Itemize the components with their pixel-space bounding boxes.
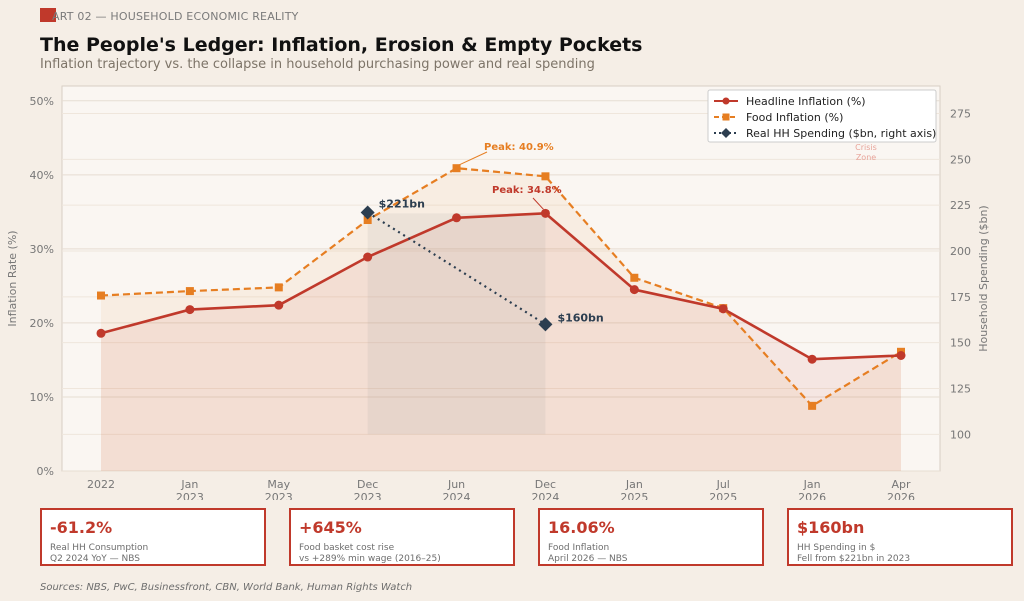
- legend-marker: [722, 97, 730, 105]
- x-tick-label: Apr 2026: [887, 478, 915, 500]
- spending-end-label: $160bn: [557, 311, 603, 324]
- headline-peak-arrow: [532, 197, 544, 210]
- y-tick-label: 30%: [30, 243, 54, 256]
- legend-box: [707, 89, 937, 143]
- x-tick-label: Jun 2024: [443, 478, 471, 500]
- stat-card-food-basket: +645% Food basket cost rise vs +289% min…: [289, 508, 515, 566]
- headline-point: [274, 300, 284, 310]
- x-tick-label: Dec 2024: [531, 478, 559, 500]
- food-point: [808, 401, 817, 410]
- stat-card-value: $160bn: [797, 518, 865, 537]
- y-tick-label: 0%: [37, 465, 54, 478]
- y-axis-title: Inflation Rate (%): [6, 230, 19, 326]
- stat-card-label: Real HH Consumption: [50, 543, 149, 553]
- stat-card-label: Food basket cost rise: [299, 543, 395, 553]
- legend-marker: [722, 113, 730, 121]
- crisis-zone-label: Crisis Zone: [855, 143, 877, 162]
- spending-line: [367, 211, 547, 326]
- stat-card-value: -61.2%: [50, 518, 113, 537]
- food-point: [97, 291, 105, 300]
- food-peak-arrow: [458, 151, 488, 166]
- legend-marker: [721, 128, 731, 138]
- headline-point: [896, 351, 906, 360]
- inflation-chart: 0% 10% 20% 30% 40% 50% 100 125 150 175 200 225 250 27…: [6, 85, 990, 500]
- page-subtitle: Inflation trajectory vs. the collapse in…: [40, 57, 595, 72]
- food-point: [363, 216, 372, 225]
- y-tick-label: 20%: [30, 317, 54, 330]
- food-area: [101, 168, 901, 472]
- spending-point: [360, 205, 375, 220]
- x-tick-label: Dec 2023: [354, 478, 382, 500]
- x-tick-label: 2022: [87, 478, 115, 491]
- stat-cards: -61.2% Real HH Consumption Q2 2024 YoY —…: [40, 508, 1016, 570]
- y2-tick-label: 225: [950, 199, 971, 212]
- food-point: [630, 273, 639, 282]
- headline-area: [101, 213, 901, 471]
- stat-card-value: 16.06%: [548, 518, 615, 537]
- y2-tick-label: 100: [950, 428, 971, 441]
- plot-area: [61, 85, 941, 472]
- x-tick-label: Jul 2025: [709, 478, 737, 500]
- x-tick-label: Jan 2025: [620, 478, 648, 500]
- stat-card-source: Fell from $221bn in 2023: [797, 554, 911, 564]
- y2-tick-label: 150: [950, 337, 971, 350]
- spending-start-label: $221bn: [379, 198, 425, 211]
- food-point: [452, 164, 461, 173]
- sources-footer: Sources: NBS, PwC, Businessfront, CBN, W…: [40, 582, 413, 593]
- stat-card-hh-spending: $160bn HH Spending in $ Fell from $221bn…: [787, 508, 1013, 566]
- y2-tick-label: 125: [950, 383, 971, 396]
- y2-axis-title: Household Spending ($bn): [977, 205, 990, 351]
- food-inflation-line: [100, 167, 902, 408]
- legend-label: Food Inflation (%): [746, 111, 843, 124]
- headline-point: [96, 328, 106, 338]
- x-tick-label: Jan 2023: [176, 478, 204, 500]
- stat-card-source: April 2026 — NBS: [548, 554, 628, 564]
- y2-tick-label: 175: [950, 291, 971, 304]
- legend-label: Headline Inflation (%): [746, 95, 866, 108]
- headline-point: [363, 252, 373, 262]
- stat-card-value: +645%: [299, 518, 362, 537]
- stat-card-source: Q2 2024 YoY — NBS: [50, 554, 140, 564]
- spending-point: [538, 317, 553, 332]
- y2-tick-label: 250: [950, 153, 971, 166]
- headline-point: [629, 285, 639, 295]
- headline-inflation-line: [100, 212, 902, 361]
- food-point: [274, 283, 283, 292]
- food-peak-label: Peak: 40.9%: [484, 142, 554, 153]
- x-tick-label: May 2023: [265, 478, 293, 500]
- x-tick-label: Jan 2026: [798, 478, 826, 500]
- y2-tick-label: 275: [950, 108, 971, 121]
- page-title: The People's Ledger: Inflation, Erosion …: [40, 34, 643, 56]
- section-marker: [40, 8, 56, 22]
- crisis-zone-shade: [367, 213, 546, 435]
- stat-card-source: vs +289% min wage (2016–25): [299, 554, 441, 564]
- food-point: [185, 287, 194, 296]
- stat-card-label: HH Spending in $: [797, 543, 876, 553]
- y2-tick-label: 200: [950, 245, 971, 258]
- headline-point: [718, 304, 728, 314]
- legend-label: Real HH Spending ($bn, right axis): [746, 127, 936, 140]
- headline-point: [540, 208, 550, 218]
- stat-card-label: Food Inflation: [548, 543, 610, 553]
- headline-point: [452, 213, 462, 223]
- y-tick-label: 40%: [30, 169, 54, 182]
- y-tick-label: 50%: [30, 95, 54, 108]
- headline-peak-label: Peak: 34.8%: [492, 185, 562, 196]
- headline-point: [807, 354, 817, 364]
- section-label: ART 02 — HOUSEHOLD ECONOMIC REALITY: [52, 10, 299, 23]
- y-tick-label: 10%: [30, 391, 54, 404]
- food-point: [541, 172, 550, 181]
- headline-point: [185, 305, 195, 315]
- stat-card-food-inflation: 16.06% Food Inflation April 2026 — NBS: [538, 508, 764, 566]
- stat-card-consumption: -61.2% Real HH Consumption Q2 2024 YoY —…: [40, 508, 266, 566]
